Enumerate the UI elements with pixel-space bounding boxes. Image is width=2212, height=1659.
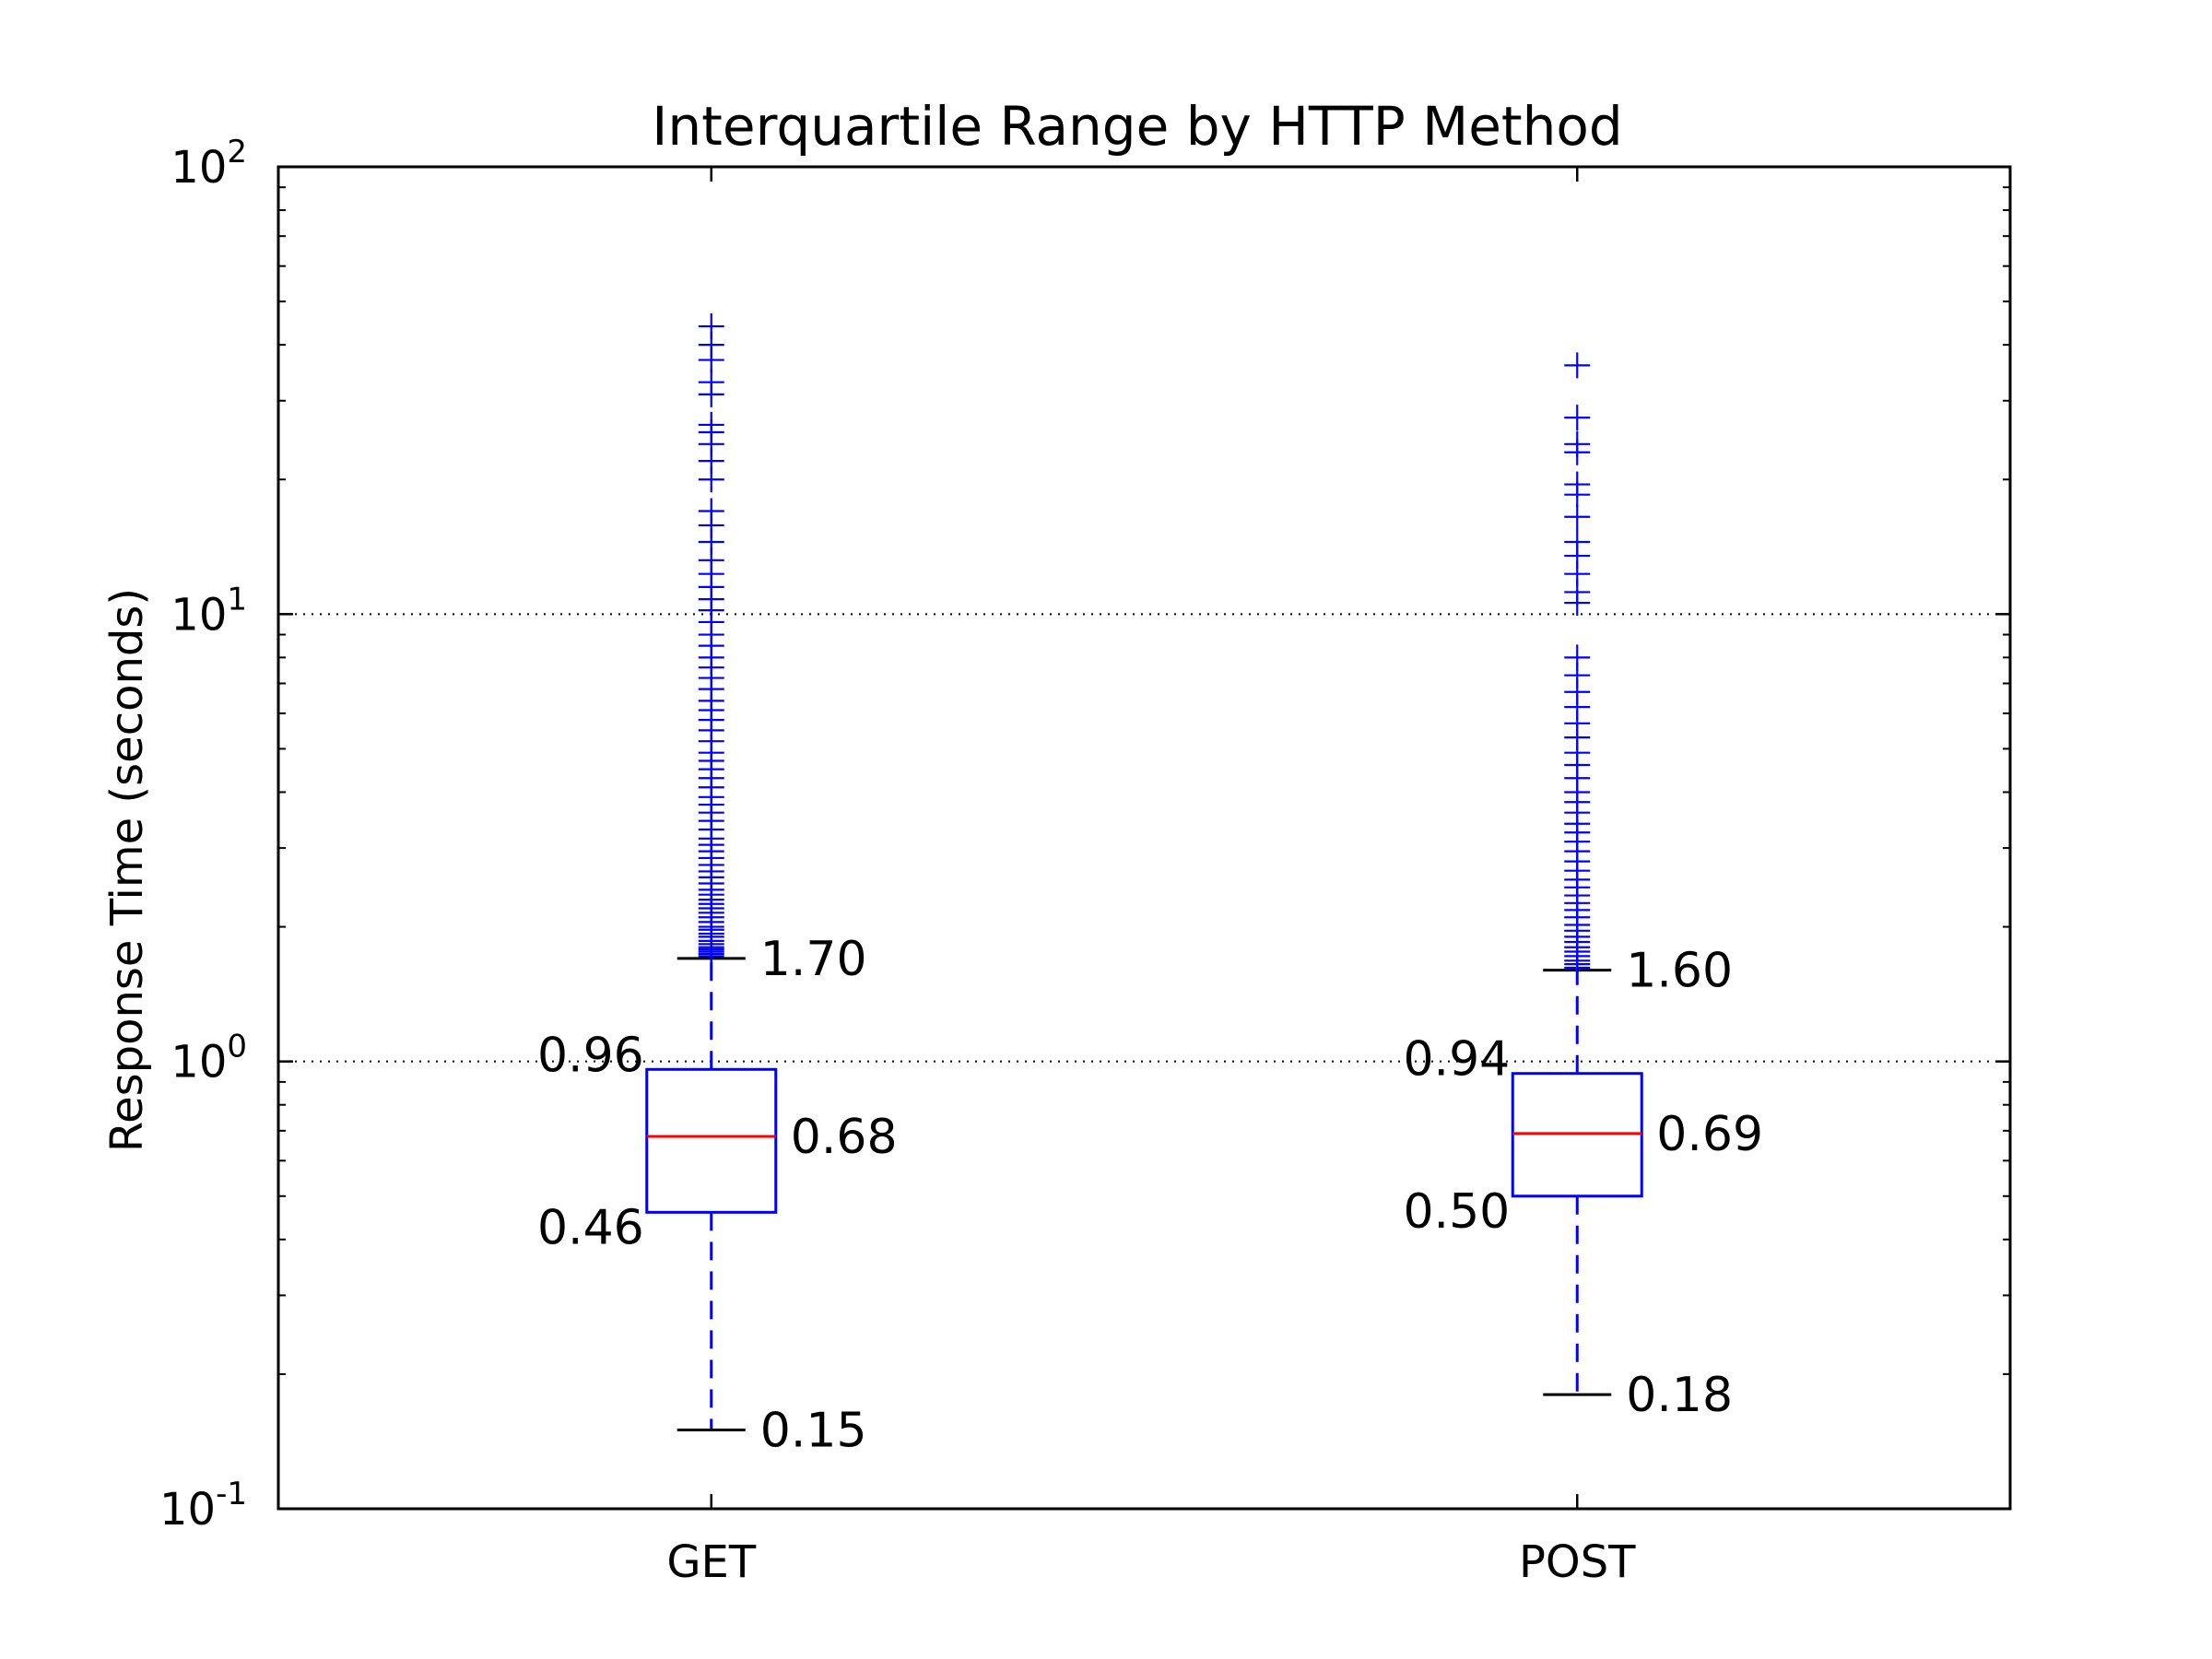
outlier-point <box>1564 352 1591 379</box>
outlier-point <box>698 369 724 395</box>
label-q3: 0.94 <box>1403 1032 1510 1088</box>
outlier-point <box>1564 471 1591 498</box>
label-q3: 0.96 <box>537 1028 644 1083</box>
outlier-point <box>1564 503 1591 530</box>
outlier-point <box>1564 644 1591 671</box>
y-axis-label: Response Time (seconds) <box>101 588 153 1152</box>
label-q1: 0.50 <box>1403 1184 1510 1240</box>
label-median: 0.69 <box>1656 1107 1763 1162</box>
outliers <box>1564 352 1591 981</box>
iqr-box <box>645 1067 778 1214</box>
chart-title: Interquartile Range by HTTP Method <box>652 95 1622 158</box>
outlier-point <box>698 313 724 340</box>
outliers <box>698 313 724 970</box>
outlier-point <box>1564 405 1591 431</box>
plot-frame <box>276 165 2012 1511</box>
outlier-point <box>1564 430 1591 457</box>
x-tick-labels: GET POST <box>666 1536 1636 1588</box>
y-tick-labels: 10-1 100 101 102 <box>159 134 247 1535</box>
outlier-point <box>1564 529 1591 556</box>
y-tick-label: 102 <box>171 134 247 194</box>
label-whisker-low: 0.15 <box>760 1404 867 1459</box>
box-series: 1.70 0.15 0.68 0.96 0.46 1.60 0.18 0.69 0.94 0.50 <box>537 313 1763 1459</box>
label-median: 0.68 <box>791 1110 898 1165</box>
x-tick-label-get: GET <box>666 1536 757 1588</box>
label-q1: 0.46 <box>537 1200 644 1255</box>
label-whisker-high: 1.70 <box>760 932 867 987</box>
outlier-point <box>698 498 724 524</box>
x-tick-label-post: POST <box>1519 1536 1636 1588</box>
label-whisker-high: 1.60 <box>1626 944 1733 999</box>
y-tick-label: 101 <box>171 581 247 641</box>
label-whisker-low: 0.18 <box>1626 1368 1733 1423</box>
y-tick-label: 100 <box>171 1029 247 1088</box>
box-post: 1.60 0.18 0.69 0.94 0.50 <box>1403 352 1763 1423</box>
outlier-point <box>698 411 724 438</box>
y-tick-label: 10-1 <box>159 1476 247 1535</box>
box-get: 1.70 0.15 0.68 0.96 0.46 <box>537 313 898 1459</box>
